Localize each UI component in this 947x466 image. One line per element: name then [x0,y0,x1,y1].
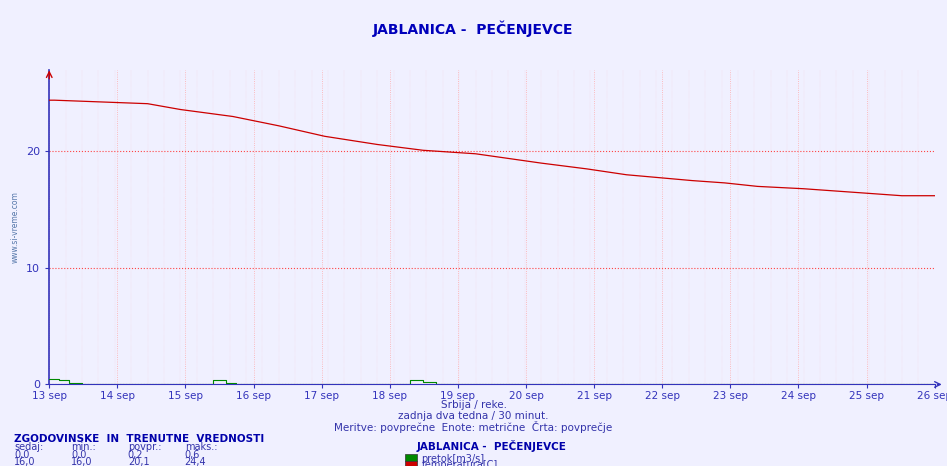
Text: povpr.:: povpr.: [128,442,161,452]
Text: maks.:: maks.: [185,442,217,452]
Text: 24,4: 24,4 [185,457,206,466]
Text: ZGODOVINSKE  IN  TRENUTNE  VREDNOSTI: ZGODOVINSKE IN TRENUTNE VREDNOSTI [14,434,264,444]
Text: pretok[m3/s]: pretok[m3/s] [421,453,485,464]
Text: 16,0: 16,0 [71,457,93,466]
Text: min.:: min.: [71,442,96,452]
Text: sedaj:: sedaj: [14,442,44,452]
Text: 0,0: 0,0 [71,450,86,459]
Text: JABLANICA -  PEČENJEVCE: JABLANICA - PEČENJEVCE [373,21,574,37]
Text: temperatura[C]: temperatura[C] [421,460,498,466]
Text: JABLANICA -  PEČENJEVCE: JABLANICA - PEČENJEVCE [417,440,566,452]
Text: Meritve: povprečne  Enote: metrične  Črta: povprečje: Meritve: povprečne Enote: metrične Črta:… [334,421,613,433]
Text: 16,0: 16,0 [14,457,36,466]
Text: zadnja dva tedna / 30 minut.: zadnja dva tedna / 30 minut. [399,411,548,421]
Text: www.si-vreme.com: www.si-vreme.com [11,191,20,263]
Text: 0,0: 0,0 [14,450,29,459]
Text: Srbija / reke.: Srbija / reke. [440,400,507,410]
Text: 0,2: 0,2 [128,450,143,459]
Text: 0,6: 0,6 [185,450,200,459]
Text: 20,1: 20,1 [128,457,150,466]
